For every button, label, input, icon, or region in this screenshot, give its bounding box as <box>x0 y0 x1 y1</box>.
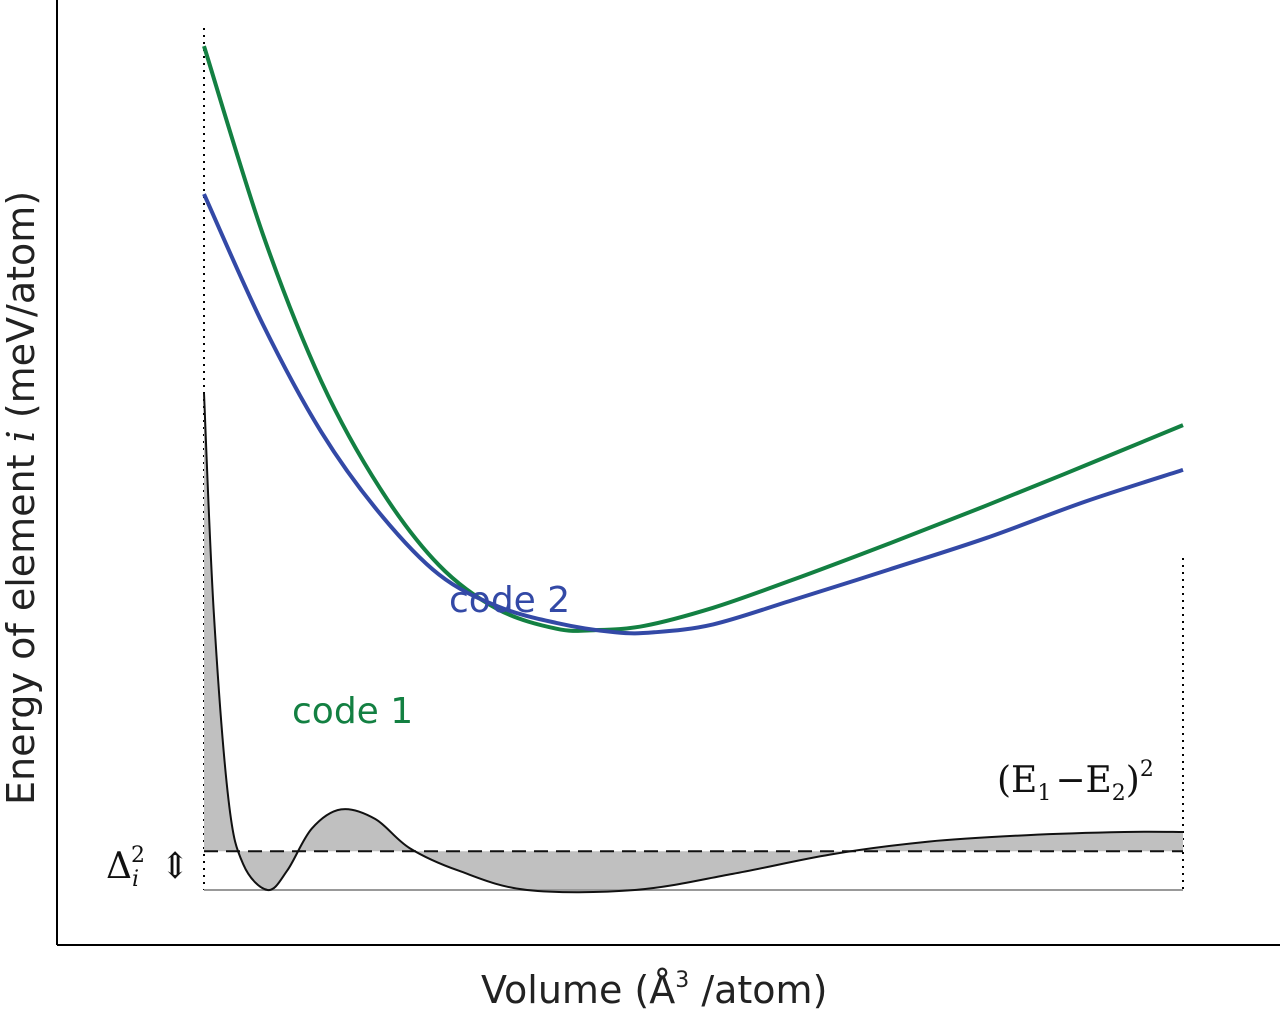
code-1-label: code 1 <box>292 691 413 732</box>
difference-area <box>204 393 1183 893</box>
difference-curve <box>203 393 1184 894</box>
y-axis-label: Energy of element i (meV/atom) <box>0 191 43 805</box>
code-2-label: code 2 <box>449 580 570 621</box>
double-arrow-icon: ⇕ <box>160 846 190 887</box>
x-axis-label: Volume (Å3 /atom) <box>481 968 827 1009</box>
code-2-curve <box>202 193 1184 636</box>
delta-label: Δi2 <box>106 843 145 892</box>
difference-label: (E1 −E2)2 <box>997 757 1154 806</box>
code-1-curve <box>202 45 1184 633</box>
